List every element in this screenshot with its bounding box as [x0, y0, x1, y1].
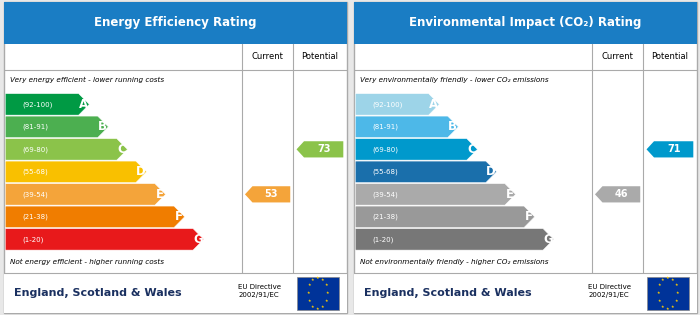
Polygon shape [5, 116, 108, 138]
Text: ★: ★ [676, 291, 679, 295]
Text: ★: ★ [321, 278, 324, 282]
Text: EU Directive
2002/91/EC: EU Directive 2002/91/EC [589, 284, 631, 298]
Polygon shape [5, 229, 204, 250]
Text: D: D [486, 165, 496, 178]
Text: F: F [175, 210, 183, 223]
Text: B: B [448, 120, 457, 133]
Text: Current: Current [602, 52, 634, 61]
Text: ★: ★ [661, 305, 664, 308]
Text: ★: ★ [316, 276, 319, 280]
Text: A: A [429, 98, 438, 111]
Text: England, Scotland & Wales: England, Scotland & Wales [14, 288, 181, 298]
Bar [4, 273, 346, 313]
Text: ★: ★ [311, 278, 314, 282]
Text: ★: ★ [666, 276, 669, 280]
Text: (21-38): (21-38) [372, 214, 398, 220]
Text: ★: ★ [324, 284, 328, 288]
Text: ★: ★ [657, 299, 661, 303]
Text: ★: ★ [321, 305, 324, 308]
Text: ★: ★ [326, 291, 329, 295]
Text: Very environmentally friendly - lower CO₂ emissions: Very environmentally friendly - lower CO… [360, 77, 549, 83]
Text: G: G [193, 233, 203, 246]
Polygon shape [355, 161, 496, 183]
Polygon shape [355, 94, 440, 115]
Text: Very energy efficient - lower running costs: Very energy efficient - lower running co… [10, 77, 164, 83]
Text: Not energy efficient - higher running costs: Not energy efficient - higher running co… [10, 259, 164, 265]
Polygon shape [5, 161, 146, 183]
Text: ★: ★ [657, 291, 660, 295]
Text: ★: ★ [657, 284, 661, 288]
Text: (1-20): (1-20) [372, 236, 393, 243]
Text: (81-91): (81-91) [372, 123, 398, 130]
Text: A: A [79, 98, 88, 111]
Text: Not environmentally friendly - higher CO₂ emissions: Not environmentally friendly - higher CO… [360, 259, 549, 265]
Polygon shape [355, 116, 458, 138]
Polygon shape [297, 141, 343, 158]
Text: D: D [136, 165, 146, 178]
Text: ★: ★ [324, 299, 328, 303]
Polygon shape [355, 184, 516, 205]
Text: Energy Efficiency Rating: Energy Efficiency Rating [94, 16, 256, 29]
Text: E: E [505, 188, 514, 201]
Polygon shape [647, 141, 693, 158]
Text: 46: 46 [615, 189, 628, 199]
Bar [297, 277, 339, 310]
Polygon shape [595, 186, 640, 203]
Bar [354, 273, 696, 313]
Polygon shape [355, 206, 535, 228]
Text: Environmental Impact (CO₂) Rating: Environmental Impact (CO₂) Rating [409, 16, 641, 29]
Text: (69-80): (69-80) [372, 146, 398, 152]
Polygon shape [355, 229, 554, 250]
Polygon shape [5, 94, 90, 115]
Bar [4, 2, 346, 44]
Text: Current: Current [252, 52, 284, 61]
Text: (92-100): (92-100) [372, 101, 402, 108]
Text: F: F [525, 210, 533, 223]
Text: ★: ★ [661, 278, 664, 282]
Text: EU Directive
2002/91/EC: EU Directive 2002/91/EC [239, 284, 281, 298]
Text: 71: 71 [667, 144, 680, 154]
Text: 73: 73 [317, 144, 330, 154]
Text: ★: ★ [307, 284, 311, 288]
Text: E: E [155, 188, 164, 201]
Text: ★: ★ [307, 299, 311, 303]
Text: (55-68): (55-68) [372, 169, 398, 175]
Bar [354, 2, 696, 44]
Text: (81-91): (81-91) [22, 123, 48, 130]
Text: C: C [117, 143, 126, 156]
Text: Potential: Potential [302, 52, 338, 61]
Text: (55-68): (55-68) [22, 169, 48, 175]
Text: ★: ★ [674, 299, 678, 303]
Text: ★: ★ [671, 278, 674, 282]
Text: ★: ★ [674, 284, 678, 288]
Text: ★: ★ [307, 291, 310, 295]
Text: (92-100): (92-100) [22, 101, 52, 108]
Text: ★: ★ [316, 306, 319, 311]
Text: B: B [98, 120, 107, 133]
Text: (69-80): (69-80) [22, 146, 48, 152]
Text: 53: 53 [265, 189, 278, 199]
Polygon shape [245, 186, 290, 203]
Text: G: G [543, 233, 553, 246]
Text: ★: ★ [666, 306, 669, 311]
Text: C: C [467, 143, 476, 156]
Text: ★: ★ [311, 305, 314, 308]
Text: (39-54): (39-54) [22, 191, 48, 198]
Text: (21-38): (21-38) [22, 214, 48, 220]
Text: England, Scotland & Wales: England, Scotland & Wales [364, 288, 531, 298]
Polygon shape [5, 206, 185, 228]
Polygon shape [5, 139, 127, 160]
Text: Potential: Potential [652, 52, 688, 61]
Bar [647, 277, 689, 310]
Text: (1-20): (1-20) [22, 236, 43, 243]
Polygon shape [5, 184, 166, 205]
Text: (39-54): (39-54) [372, 191, 398, 198]
Text: ★: ★ [671, 305, 674, 308]
Polygon shape [355, 139, 477, 160]
